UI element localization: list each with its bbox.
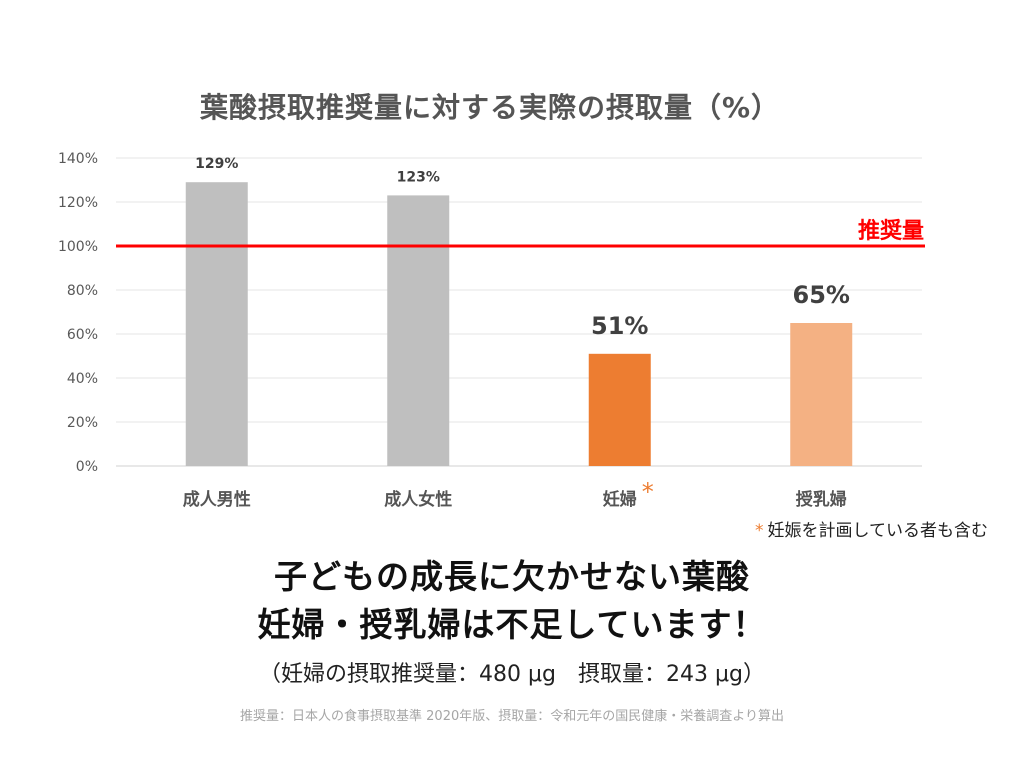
category-asterisk: * (642, 478, 654, 506)
footnote: * 妊娠を計画している者も含む (755, 516, 988, 541)
y-tick-label: 100% (58, 239, 98, 255)
source-note: 推奨量：日本人の食事摂取基準 2020年版、摂取量：令和元年の国民健康・栄養調査… (240, 709, 784, 724)
footnote-text: 妊娠を計画している者も含む (767, 521, 989, 541)
bar (588, 353, 651, 466)
headline-line-2: 妊婦・授乳婦は不足しています！ (257, 605, 767, 644)
y-tick-label: 80% (67, 283, 98, 299)
y-tick-label: 0% (76, 459, 98, 475)
bar (790, 323, 853, 466)
chart-title: 葉酸摂取推奨量に対する実際の摂取量（%） (199, 91, 781, 124)
bar-chart: 0% 20% 40% 60% 80% 100% 120% 140% 129% 成人男性 123% 成人… (58, 151, 925, 510)
data-label: 51% (591, 312, 648, 340)
headline-line-1: 子どもの成長に欠かせない葉酸 (274, 557, 750, 596)
x-category-label: 妊婦 (603, 489, 637, 510)
bar (185, 182, 248, 466)
bar (387, 195, 450, 466)
x-category-label: 成人男性 (183, 489, 251, 510)
y-tick-label: 40% (67, 371, 98, 387)
footnote-asterisk: * (755, 521, 764, 541)
reference-line-label: 推奨量 (858, 219, 924, 244)
data-label: 129% (195, 156, 238, 172)
data-label: 65% (793, 281, 850, 309)
y-tick-label: 120% (58, 195, 98, 211)
x-category-label: 授乳婦 (796, 489, 847, 510)
y-tick-label: 140% (58, 151, 98, 167)
y-tick-label: 20% (67, 415, 98, 431)
y-tick-label: 60% (67, 327, 98, 343)
x-category-label: 成人女性 (384, 489, 452, 510)
data-label: 123% (397, 169, 440, 185)
recommended-intake-note: （妊婦の摂取推奨量：480 μg 摂取量：243 μg） (259, 662, 765, 687)
